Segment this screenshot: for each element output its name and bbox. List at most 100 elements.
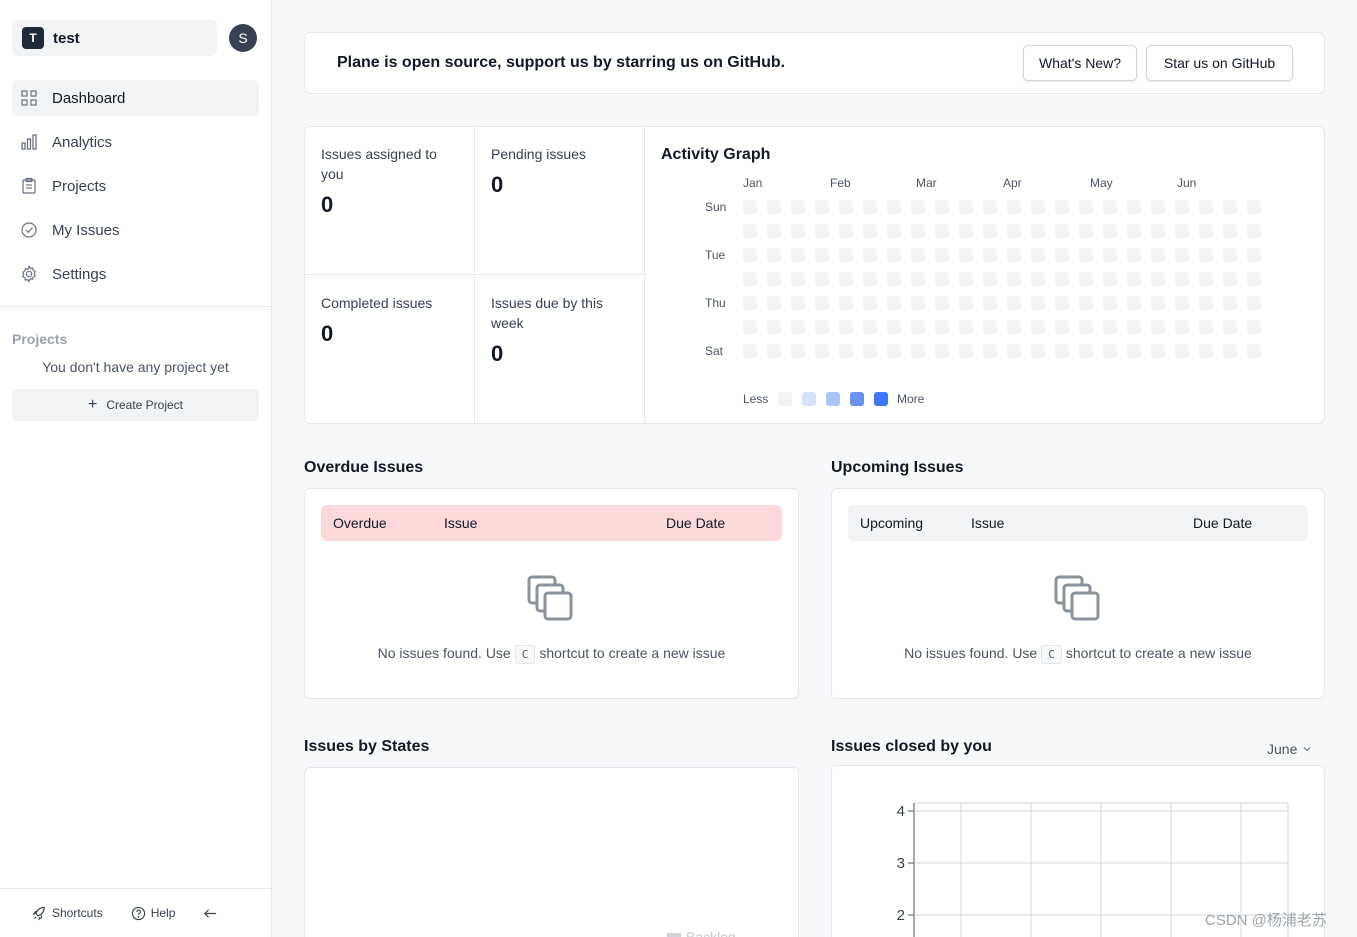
activity-cell[interactable] [935, 320, 949, 334]
activity-cell[interactable] [1175, 320, 1189, 334]
activity-cell[interactable] [1103, 200, 1117, 214]
activity-cell[interactable] [1199, 224, 1213, 238]
shortcuts-button[interactable]: Shortcuts [32, 906, 103, 921]
activity-cell[interactable] [1175, 296, 1189, 310]
activity-cell[interactable] [1031, 296, 1045, 310]
activity-cell[interactable] [1151, 248, 1165, 262]
activity-cell[interactable] [1031, 320, 1045, 334]
activity-cell[interactable] [863, 200, 877, 214]
activity-cell[interactable] [767, 224, 781, 238]
activity-cell[interactable] [887, 224, 901, 238]
activity-cell[interactable] [1223, 224, 1237, 238]
activity-cell[interactable] [1175, 200, 1189, 214]
activity-cell[interactable] [983, 344, 997, 358]
activity-cell[interactable] [1247, 200, 1261, 214]
activity-cell[interactable] [815, 248, 829, 262]
activity-cell[interactable] [959, 296, 973, 310]
activity-cell[interactable] [1031, 344, 1045, 358]
activity-cell[interactable] [1103, 272, 1117, 286]
activity-cell[interactable] [1247, 344, 1261, 358]
activity-cell[interactable] [959, 344, 973, 358]
activity-cell[interactable] [1223, 200, 1237, 214]
activity-cell[interactable] [767, 248, 781, 262]
activity-cell[interactable] [839, 200, 853, 214]
activity-cell[interactable] [815, 296, 829, 310]
activity-cell[interactable] [935, 248, 949, 262]
activity-cell[interactable] [863, 272, 877, 286]
activity-cell[interactable] [1007, 224, 1021, 238]
activity-cell[interactable] [1223, 272, 1237, 286]
activity-cell[interactable] [1199, 272, 1213, 286]
activity-cell[interactable] [767, 200, 781, 214]
activity-cell[interactable] [959, 200, 973, 214]
activity-cell[interactable] [767, 344, 781, 358]
sidebar-item-projects[interactable]: Projects [12, 168, 259, 204]
activity-cell[interactable] [1079, 272, 1093, 286]
activity-cell[interactable] [959, 320, 973, 334]
activity-cell[interactable] [935, 200, 949, 214]
activity-cell[interactable] [911, 296, 925, 310]
activity-cell[interactable] [1103, 224, 1117, 238]
activity-cell[interactable] [815, 224, 829, 238]
activity-cell[interactable] [863, 344, 877, 358]
activity-cell[interactable] [1199, 200, 1213, 214]
activity-cell[interactable] [863, 248, 877, 262]
activity-cell[interactable] [1031, 200, 1045, 214]
activity-cell[interactable] [1079, 224, 1093, 238]
activity-cell[interactable] [959, 224, 973, 238]
activity-cell[interactable] [1103, 344, 1117, 358]
activity-cell[interactable] [1199, 320, 1213, 334]
activity-cell[interactable] [1247, 296, 1261, 310]
help-button[interactable]: Help [131, 906, 175, 921]
activity-cell[interactable] [1151, 272, 1165, 286]
activity-cell[interactable] [1079, 320, 1093, 334]
activity-cell[interactable] [983, 320, 997, 334]
activity-cell[interactable] [767, 320, 781, 334]
activity-cell[interactable] [959, 272, 973, 286]
activity-cell[interactable] [1127, 224, 1141, 238]
activity-cell[interactable] [983, 224, 997, 238]
activity-cell[interactable] [1079, 344, 1093, 358]
activity-cell[interactable] [1007, 272, 1021, 286]
activity-cell[interactable] [1199, 344, 1213, 358]
activity-cell[interactable] [935, 272, 949, 286]
activity-cell[interactable] [935, 344, 949, 358]
star-github-button[interactable]: Star us on GitHub [1146, 45, 1293, 81]
activity-cell[interactable] [911, 200, 925, 214]
activity-cell[interactable] [911, 248, 925, 262]
activity-cell[interactable] [1175, 272, 1189, 286]
activity-cell[interactable] [1223, 296, 1237, 310]
activity-cell[interactable] [863, 296, 877, 310]
activity-cell[interactable] [887, 320, 901, 334]
collapse-sidebar-button[interactable] [203, 906, 223, 921]
activity-cell[interactable] [1031, 272, 1045, 286]
activity-cell[interactable] [863, 224, 877, 238]
activity-cell[interactable] [911, 320, 925, 334]
activity-cell[interactable] [1127, 272, 1141, 286]
activity-cell[interactable] [1079, 248, 1093, 262]
activity-cell[interactable] [1055, 296, 1069, 310]
activity-cell[interactable] [1007, 296, 1021, 310]
activity-cell[interactable] [1151, 200, 1165, 214]
activity-cell[interactable] [1103, 296, 1117, 310]
activity-cell[interactable] [935, 224, 949, 238]
activity-cell[interactable] [1055, 344, 1069, 358]
activity-cell[interactable] [887, 296, 901, 310]
activity-cell[interactable] [1151, 296, 1165, 310]
activity-cell[interactable] [911, 344, 925, 358]
activity-cell[interactable] [839, 248, 853, 262]
activity-cell[interactable] [1055, 320, 1069, 334]
month-select[interactable]: June [1267, 741, 1313, 757]
activity-cell[interactable] [1007, 200, 1021, 214]
activity-cell[interactable] [1151, 344, 1165, 358]
activity-cell[interactable] [791, 248, 805, 262]
activity-cell[interactable] [791, 344, 805, 358]
activity-cell[interactable] [815, 200, 829, 214]
activity-cell[interactable] [1223, 248, 1237, 262]
activity-cell[interactable] [1247, 320, 1261, 334]
activity-cell[interactable] [743, 248, 757, 262]
activity-cell[interactable] [839, 320, 853, 334]
activity-cell[interactable] [791, 296, 805, 310]
activity-cell[interactable] [1127, 200, 1141, 214]
activity-cell[interactable] [743, 272, 757, 286]
